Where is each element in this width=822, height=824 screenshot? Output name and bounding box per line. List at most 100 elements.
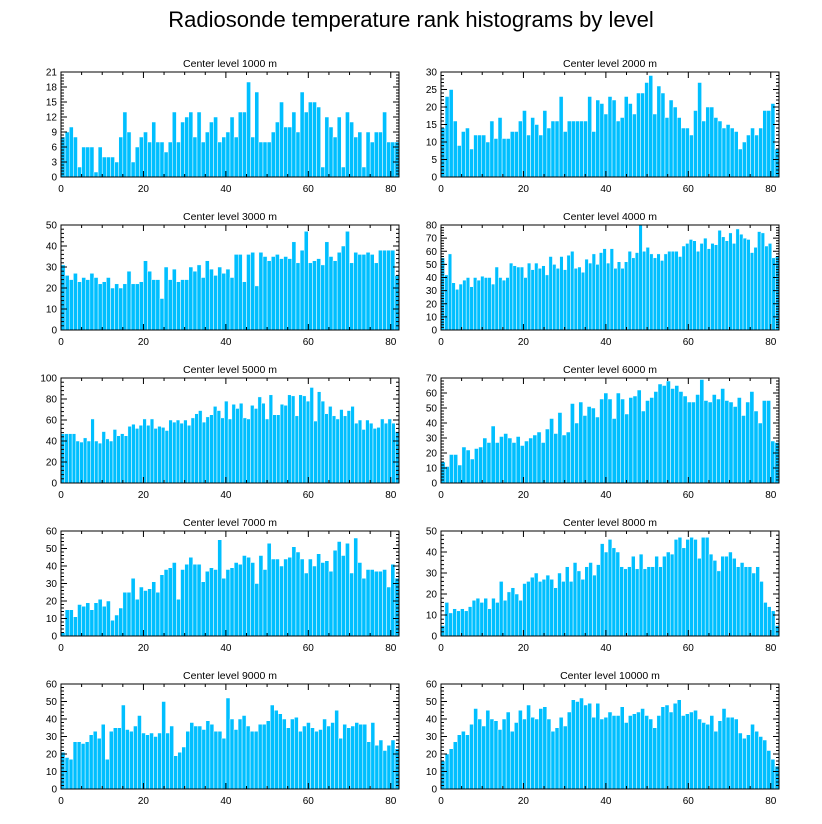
histogram-bar [390,249,396,331]
histogram-bar [361,578,367,637]
histogram-bar [557,572,562,637]
histogram-bar [291,241,297,331]
histogram-bar [501,138,507,178]
histogram-bar [81,606,86,637]
histogram-bar [64,275,70,331]
histogram-bar [172,562,177,637]
y-tick-label: 50 [46,221,58,232]
histogram-bar [624,96,629,178]
histogram-bar [322,718,327,790]
histogram-bar [77,166,82,178]
histogram-bar [197,725,203,790]
histogram-bar [265,418,270,484]
histogram-bar [155,592,161,637]
histogram-bar [134,146,140,178]
histogram-bar [699,379,705,484]
histogram-bar [73,273,78,331]
histogram-bar [497,117,503,178]
histogram-bar [198,410,203,484]
histogram-bar [75,440,80,484]
histogram-bar [627,251,632,331]
histogram-bar [645,400,650,484]
histogram-bar [332,550,338,637]
histogram-bar [738,148,743,178]
histogram-bar [270,558,276,637]
histogram-bar [261,402,266,484]
histogram-bar [701,722,706,790]
histogram-bar [703,237,708,331]
histogram-bar [681,127,686,178]
histogram-bar [153,428,158,484]
histogram-bar [537,581,543,637]
histogram-bar [697,82,702,178]
histogram-bar [330,722,335,790]
histogram-bar [324,241,330,331]
histogram-bar [505,277,510,331]
histogram-bar [378,131,383,178]
histogram-bar [540,442,546,484]
histogram-bar [151,581,157,637]
histogram-bar [699,243,704,331]
histogram-bar [320,400,325,484]
histogram-bar [653,391,659,484]
histogram-bar [516,266,521,331]
histogram-bar [279,258,284,331]
histogram-bar [180,569,185,637]
histogram-bar [481,725,487,790]
histogram-bar [631,555,636,637]
histogram-bar [514,722,519,790]
histogram-bar [515,436,521,484]
histogram-bar [134,599,140,637]
histogram-bar [143,260,148,331]
histogram-bar [619,566,624,637]
panel-title: Center level 2000 m [563,58,657,70]
histogram-bar [591,717,596,790]
histogram-bar [469,458,475,484]
panel-title: Center level 4000 m [563,211,657,223]
histogram-bar [467,606,473,637]
histogram-bar [575,120,580,178]
histogram-bar [587,96,592,178]
histogram-bar [728,401,734,484]
histogram-bar [139,136,144,178]
histogram-bar [237,718,243,790]
histogram-bar [313,420,318,484]
histogram-bar [257,724,263,790]
histogram-bar [588,262,593,331]
histogram-bar [486,442,492,484]
histogram-bar [453,454,458,484]
histogram-bar [489,718,495,790]
y-tick-label: 0 [51,173,57,184]
histogram-bar [696,251,701,331]
histogram-bar [122,111,128,178]
histogram-bar [172,111,177,178]
y-tick-label: 60 [426,389,438,400]
y-tick-label: 30 [46,263,58,274]
histogram-bar [505,138,511,178]
histogram-bar [681,715,686,790]
histogram-bar [747,566,753,637]
histogram-bar [444,466,450,484]
histogram-bar [118,287,124,331]
histogram-bar [465,127,470,178]
histogram-bar [533,572,539,637]
histogram-bar [624,261,629,331]
histogram-bar [266,543,272,637]
histogram-bar [229,567,235,637]
histogram-bar [480,275,485,331]
histogram-bar [237,111,243,178]
y-tick-label: 60 [426,247,438,258]
histogram-bar [126,270,132,331]
histogram-bar [688,239,693,331]
histogram-bar [324,116,330,178]
histogram-bar [129,731,134,790]
histogram-bar [369,141,375,178]
histogram-bar [603,113,609,178]
histogram-bar [526,134,531,178]
histogram-bar [270,256,276,331]
x-tick-label: 60 [303,796,315,807]
histogram-bar [705,724,711,790]
histogram-bar [709,106,715,178]
y-tick-label: 30 [426,732,438,743]
histogram-bar [391,422,396,484]
